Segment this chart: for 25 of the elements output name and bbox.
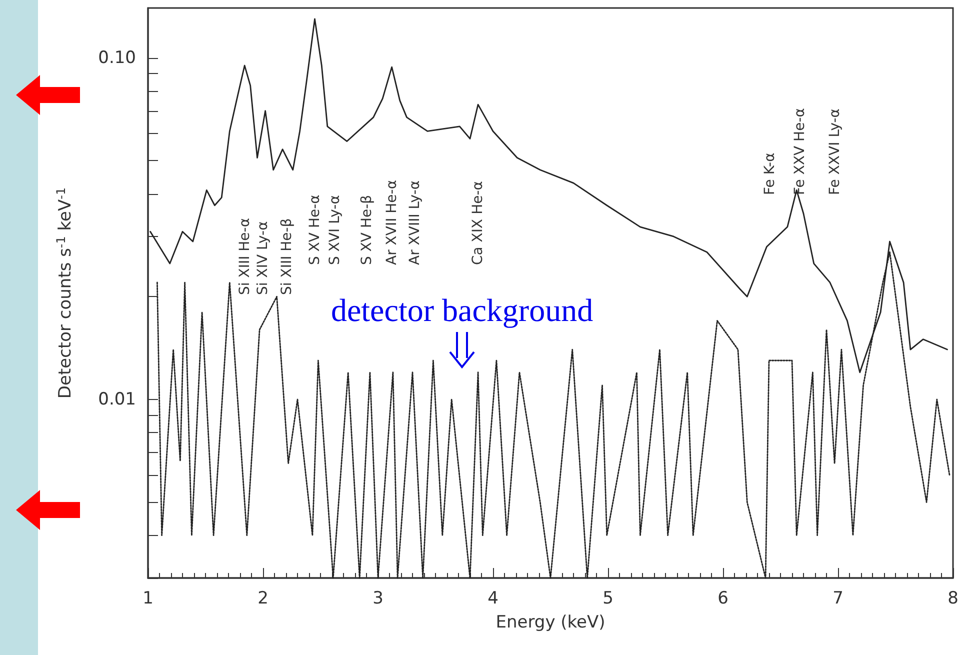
y-tick-label: 0.10 (98, 48, 136, 68)
x-tick-label: 6 (718, 588, 728, 608)
x-tick-label: 5 (602, 588, 614, 608)
x-axis-title: Energy (keV) (496, 612, 606, 632)
annotation: Fe XXVI Ly-α (827, 108, 843, 195)
annotation: Ar XVII He-α (384, 180, 400, 265)
annotation: Si XIII He-β (279, 218, 295, 295)
annotation: S XV He-α (307, 194, 323, 265)
series-label: detector background (330, 292, 594, 328)
y-tick-label: 0.01 (98, 389, 136, 410)
y-axis-title: Detector counts s-1 keV-1 (54, 187, 76, 399)
annotation: Fe K-α (762, 152, 778, 195)
annotation: Ar XVIII Ly-α (407, 180, 423, 265)
x-tick-label: 8 (948, 588, 958, 608)
x-tick-label: 7 (832, 588, 844, 608)
x-tick-label: 2 (258, 588, 268, 608)
x-tick-label: 4 (488, 588, 498, 608)
annotation: Ca XIX He-α (470, 181, 486, 265)
annotation: Si XIII He-α (237, 218, 253, 295)
x-tick-label: 1 (142, 588, 154, 608)
annotation: Fe XXV He-α (792, 108, 808, 195)
annotation: S XV He-β (359, 194, 375, 265)
annotation: Si XIV Ly-α (255, 221, 271, 295)
annotation: S XVI Ly-α (327, 195, 343, 265)
x-tick-label: 3 (372, 588, 384, 608)
